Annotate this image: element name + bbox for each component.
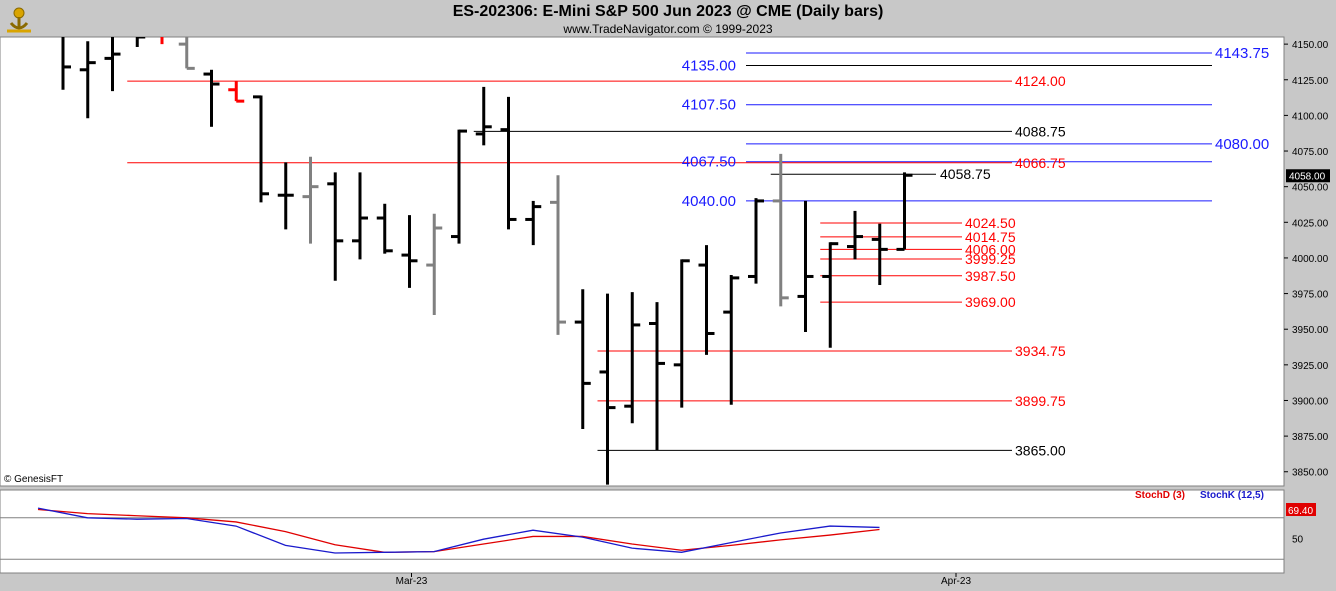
level-label: 4058.75 — [940, 166, 991, 182]
y-tick-label: 3850.00 — [1292, 468, 1329, 479]
y-tick-label: 4125.00 — [1292, 76, 1329, 87]
chart-header: ES-202306: E-Mini S&P 500 Jun 2023 @ CME… — [0, 0, 1336, 37]
x-tick-label: Mar-23 — [396, 576, 428, 587]
price-plot-area — [61, 37, 1212, 485]
level-label: 4066.75 — [1015, 155, 1066, 171]
x-tick-label: Apr-23 — [941, 576, 971, 587]
y-tick-label: 3900.00 — [1292, 396, 1329, 407]
level-label: 4014.75 — [965, 229, 1016, 245]
y-tick-label: 4000.00 — [1292, 254, 1329, 265]
stochastic-panel — [0, 489, 1285, 574]
y-tick-label: 3875.00 — [1292, 432, 1329, 443]
level-label: 3934.75 — [1015, 343, 1066, 359]
stoch-series-line[interactable] — [37, 507, 880, 554]
level-label: 4024.50 — [965, 215, 1016, 231]
stochD-legend: StochD (3) — [1135, 490, 1185, 501]
level-label: 4067.50 — [682, 154, 736, 171]
level-label: 3969.00 — [965, 294, 1016, 310]
level-label: 4143.75 — [1215, 45, 1269, 62]
level-label: 4135.00 — [682, 58, 736, 75]
level-label: 4107.50 — [682, 97, 736, 114]
level-label: 3899.75 — [1015, 393, 1066, 409]
chart-subtitle: www.TradeNavigator.com © 1999-2023 — [563, 22, 773, 36]
current-price-box — [1286, 169, 1330, 183]
level-label: 4088.75 — [1015, 123, 1066, 139]
y-tick-label: 4100.00 — [1292, 111, 1329, 122]
y-tick-label: 4075.00 — [1292, 147, 1329, 158]
stoch-series-line[interactable] — [37, 508, 880, 553]
stoch-value-box — [1286, 503, 1316, 516]
y-tick-label: 4150.00 — [1292, 40, 1329, 51]
current-price-label: 4058.00 — [1289, 171, 1326, 182]
y-tick-label: 4025.00 — [1292, 218, 1329, 229]
copyright-label: © GenesisFT — [4, 474, 64, 485]
trade-navigator-logo-icon — [3, 3, 35, 35]
level-label: 4124.00 — [1015, 73, 1066, 89]
level-label: 3865.00 — [1015, 442, 1066, 458]
stochK-legend: StochK (12,5) — [1200, 490, 1264, 501]
level-label: 3999.25 — [965, 251, 1016, 267]
y-tick-label: 3950.00 — [1292, 325, 1329, 336]
level-label: 4080.00 — [1215, 136, 1269, 153]
y-tick-label: 3975.00 — [1292, 290, 1329, 301]
price-panel — [0, 36, 1285, 487]
y-tick-label: 4050.00 — [1292, 183, 1329, 194]
y-tick-label: 3925.00 — [1292, 361, 1329, 372]
stoch-value-label: 69.40 — [1288, 506, 1313, 517]
chart-title: ES-202306: E-Mini S&P 500 Jun 2023 @ CME… — [452, 3, 884, 20]
level-label: 4040.00 — [682, 193, 736, 210]
level-label: 4006.00 — [965, 241, 1016, 257]
level-label: 3987.50 — [965, 268, 1016, 284]
stoch-y-tick: 50 — [1292, 535, 1304, 546]
